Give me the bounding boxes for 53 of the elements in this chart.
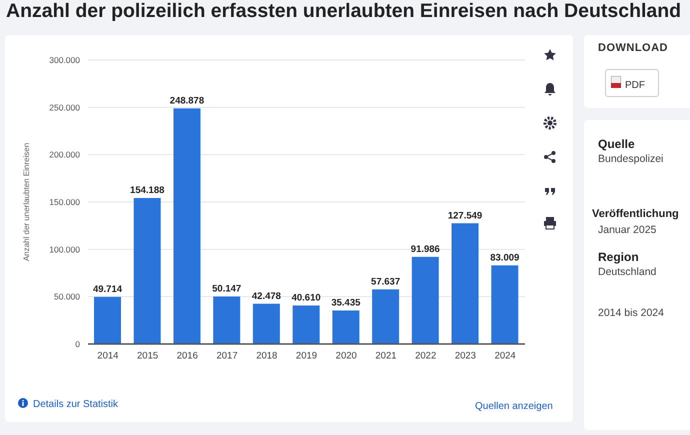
bar xyxy=(491,265,518,344)
data-label: 49.714 xyxy=(92,284,123,295)
y-tick-label: 150.000 xyxy=(49,197,80,208)
y-tick-label: 300.000 xyxy=(49,55,80,66)
source-note: Quellen anzeigen xyxy=(475,401,553,412)
y-tick-label: 200.000 xyxy=(49,150,80,160)
data-label: 127.549 xyxy=(448,210,482,222)
bar xyxy=(372,289,400,344)
x-tick-label: 2019 xyxy=(296,350,318,362)
bar xyxy=(332,310,360,344)
y-tick-label: 100.000 xyxy=(49,244,80,254)
bar xyxy=(252,304,280,344)
x-tick-label: 2017 xyxy=(216,350,238,362)
text: 2014 bis 2024 xyxy=(598,307,664,319)
data-label: 57.637 xyxy=(371,276,400,288)
text: Region xyxy=(598,250,639,264)
x-tick-label: 2014 xyxy=(97,350,118,362)
text: Veröffentlichung xyxy=(592,208,679,220)
data-label: 91.986 xyxy=(410,244,440,255)
bar xyxy=(292,306,320,344)
x-tick-label: 2022 xyxy=(415,350,436,362)
bar xyxy=(452,223,479,344)
y-tick-label: 0 xyxy=(75,339,80,350)
y-tick-label: 50.000 xyxy=(54,292,80,302)
chart-title: Anzahl der polizeilich erfassten unerlaubten Einreisen nach Deutschland xyxy=(6,0,682,23)
text: PDF xyxy=(625,80,645,91)
text: Bundespolizei xyxy=(598,153,664,165)
bar xyxy=(134,198,161,344)
x-tick-label: 2020 xyxy=(336,350,357,362)
x-tick-label: 2024 xyxy=(494,350,516,362)
y-tick-label: 250.000 xyxy=(49,102,80,112)
text: DOWNLOAD xyxy=(598,42,668,54)
bar xyxy=(213,296,240,344)
x-tick-label: 2015 xyxy=(137,350,158,362)
x-tick-label: 2018 xyxy=(256,350,278,362)
text: Quelle xyxy=(598,137,635,151)
x-tick-label: 2023 xyxy=(454,350,476,362)
text: Deutschland xyxy=(598,266,656,278)
data-label: 40.610 xyxy=(292,292,321,304)
text: Details zur Statistik xyxy=(32,398,118,410)
text: Januar 2025 xyxy=(598,224,656,236)
bar xyxy=(173,108,200,344)
data-label: 50.147 xyxy=(212,284,242,295)
data-label: 83.009 xyxy=(490,252,520,264)
x-tick-label: 2016 xyxy=(176,350,198,362)
y-axis-title: Anzahl der unerlaubten Einreisen xyxy=(22,142,31,262)
data-label: 35.435 xyxy=(331,297,362,308)
data-label: 154.188 xyxy=(130,185,164,196)
data-label: 248.878 xyxy=(170,95,204,106)
bar xyxy=(412,256,439,344)
data-label: 42.478 xyxy=(252,290,281,302)
x-tick-label: 2021 xyxy=(375,350,397,362)
bar xyxy=(94,296,121,344)
